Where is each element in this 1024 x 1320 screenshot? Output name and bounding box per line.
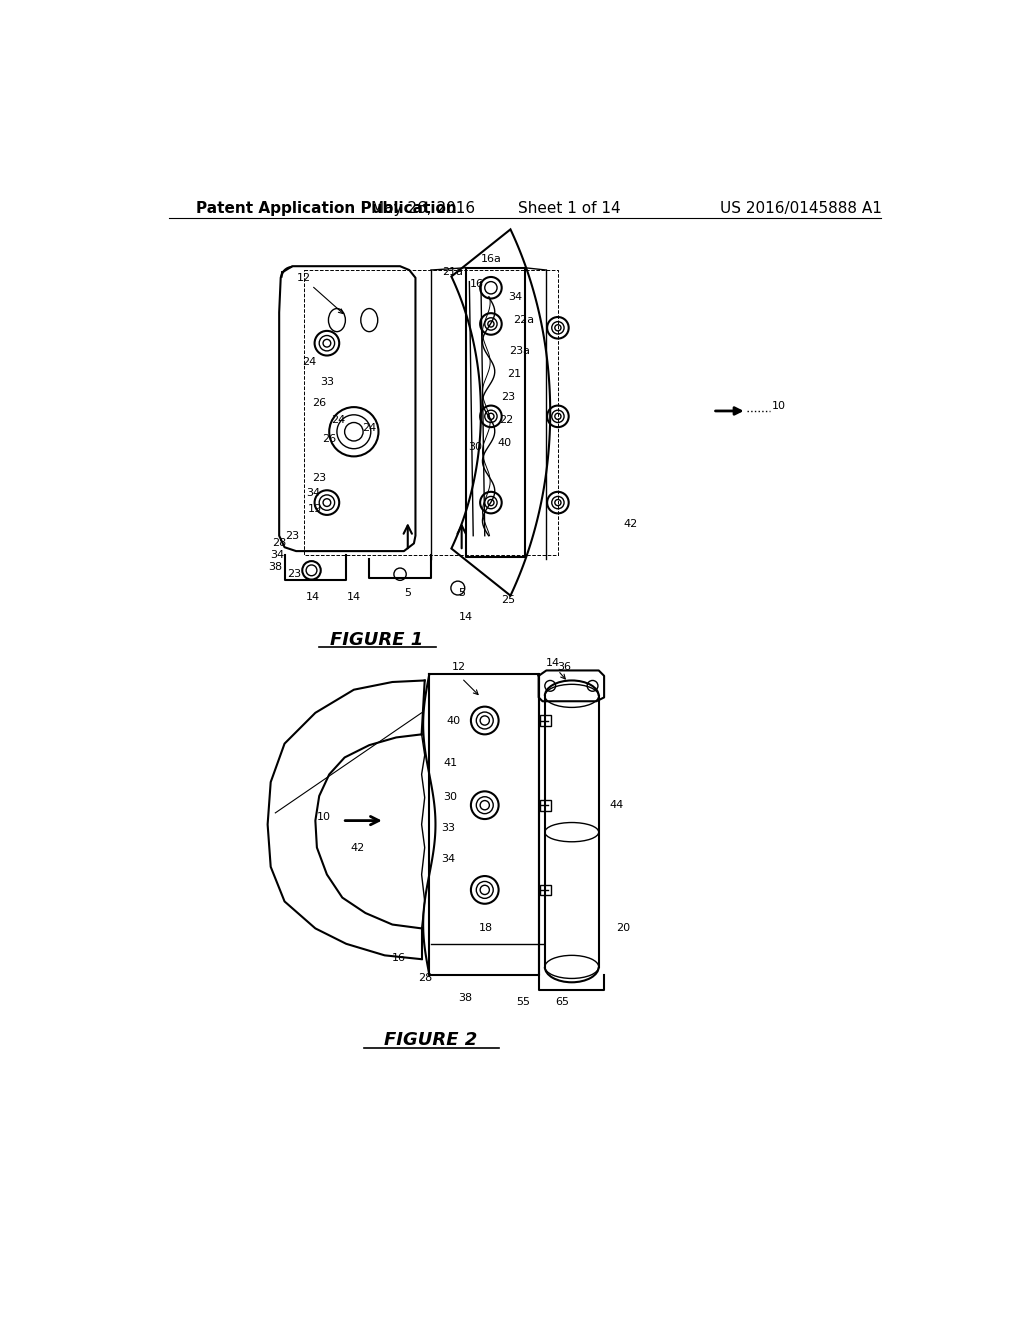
Text: 28: 28 [419,973,432,983]
Text: 23a: 23a [509,346,529,356]
Text: 20: 20 [615,924,630,933]
Text: 14: 14 [306,593,321,602]
Text: 34: 34 [441,854,456,865]
Text: 25: 25 [501,594,515,605]
Text: 34: 34 [306,488,321,499]
Text: 34: 34 [509,292,522,302]
Text: 16a: 16a [480,253,502,264]
Text: 38: 38 [459,993,472,1003]
Text: 24: 24 [332,416,345,425]
Text: 16: 16 [470,279,484,289]
Text: 23: 23 [288,569,302,579]
Text: 21a: 21a [442,268,463,277]
Text: 12: 12 [297,273,311,282]
Text: 28: 28 [272,539,287,548]
Text: 42: 42 [624,519,638,529]
Text: 14: 14 [347,593,360,602]
Text: 26: 26 [323,434,336,445]
Text: 12: 12 [453,661,466,672]
Text: 24: 24 [302,358,316,367]
Text: 22a: 22a [513,315,534,325]
Text: 42: 42 [350,842,365,853]
Bar [541,884,551,895]
Text: 55: 55 [516,997,530,1007]
Text: 23: 23 [312,473,327,483]
Text: 41: 41 [443,758,457,768]
Text: 21: 21 [507,370,521,379]
Text: 24: 24 [362,422,377,433]
Text: 16: 16 [391,953,406,962]
Text: 30: 30 [443,792,457,803]
Text: 18: 18 [479,924,494,933]
Text: 26: 26 [312,399,327,408]
Text: Patent Application Publication: Patent Application Publication [196,201,457,216]
Text: 44: 44 [609,800,624,810]
Text: 10: 10 [772,401,786,412]
Text: FIGURE 2: FIGURE 2 [384,1031,477,1049]
Bar [541,715,551,726]
Text: 23: 23 [286,531,299,541]
Text: 65: 65 [555,997,568,1007]
Text: 33: 33 [319,376,334,387]
Text: 40: 40 [497,438,511,449]
Text: 10: 10 [316,812,331,822]
Text: Sheet 1 of 14: Sheet 1 of 14 [518,201,621,216]
Text: May 26, 2016: May 26, 2016 [371,201,475,216]
Text: FIGURE 1: FIGURE 1 [331,631,424,648]
Text: 36: 36 [557,661,571,672]
Text: 34: 34 [269,550,284,560]
Text: 14: 14 [459,612,472,622]
Text: 23: 23 [501,392,515,403]
Text: 5: 5 [458,589,465,598]
Text: 38: 38 [268,561,283,572]
Text: 40: 40 [446,715,461,726]
Bar [541,800,551,810]
Text: 30: 30 [469,442,482,453]
Text: 14: 14 [546,657,559,668]
Text: 19: 19 [308,504,323,513]
Text: 33: 33 [441,824,456,833]
Text: 22: 22 [499,416,513,425]
Text: 5: 5 [404,589,412,598]
Text: US 2016/0145888 A1: US 2016/0145888 A1 [720,201,882,216]
